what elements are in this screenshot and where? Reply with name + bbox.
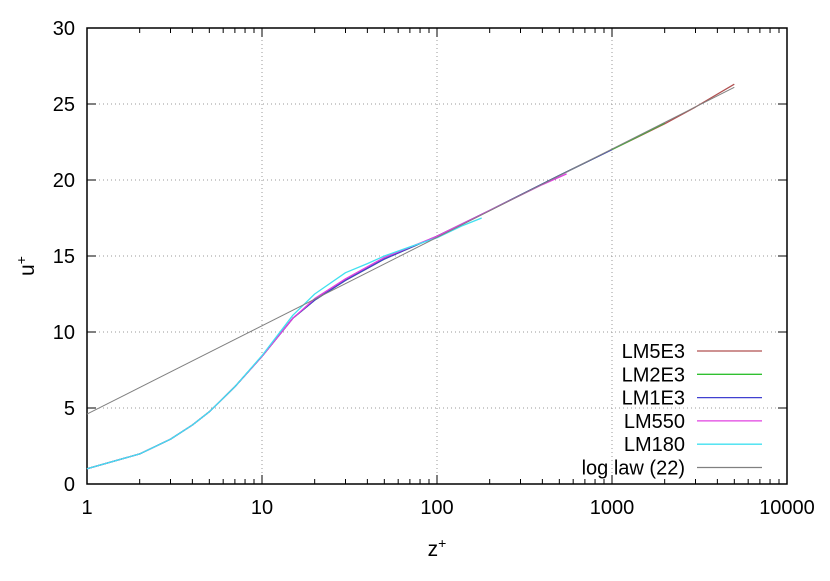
y-axis-label-base: u <box>16 264 39 276</box>
legend-label: LM180 <box>624 434 685 456</box>
series-line-lm1e3 <box>86 149 613 470</box>
y-tick-label: 25 <box>53 94 75 116</box>
y-tick-label: 20 <box>53 170 75 192</box>
x-tick-label: 1000 <box>590 497 635 519</box>
y-tick-label: 10 <box>53 322 75 344</box>
x-axis-label-base: z <box>428 538 439 561</box>
y-tick-label: 5 <box>64 398 75 420</box>
x-axis-label: z+ <box>428 535 447 561</box>
legend-label: LM2E3 <box>622 364 685 386</box>
y-axis-label-sup: + <box>13 256 29 264</box>
y-tick-label: 15 <box>53 246 75 268</box>
series-line-lm2e3 <box>86 122 665 470</box>
x-tick-label: 10000 <box>759 497 815 519</box>
x-tick-label: 10 <box>251 497 273 519</box>
series-line-lm180 <box>86 217 482 470</box>
grid-layer <box>87 28 787 484</box>
tick-layer: 1 10 100 1000 10000 0 5 10 15 20 25 30 <box>53 18 815 519</box>
legend-label: log law (22) <box>582 458 685 480</box>
x-tick-label: 100 <box>420 497 453 519</box>
y-tick-label: 0 <box>64 474 75 496</box>
series-line-lm550 <box>86 173 567 470</box>
x-axis-label-sup: + <box>438 535 446 551</box>
legend-label: LM5E3 <box>622 341 685 363</box>
series-line-log-law-22 <box>86 86 735 415</box>
y-axis-label: u+ <box>13 256 39 276</box>
x-tick-label: 1 <box>81 497 92 519</box>
legend-label: LM1E3 <box>622 388 685 410</box>
legend-label: LM550 <box>624 411 685 433</box>
y-tick-label: 30 <box>53 18 75 40</box>
series-layer <box>86 83 735 470</box>
